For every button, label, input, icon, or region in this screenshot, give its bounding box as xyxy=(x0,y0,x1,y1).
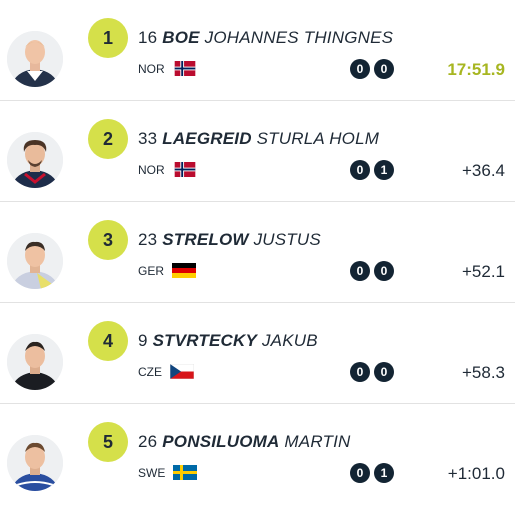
row-divider xyxy=(0,201,515,202)
bib-number: 9 xyxy=(138,331,148,350)
athlete-name: 33 LAEGREID STURLA HOLM xyxy=(138,129,379,149)
shooting-results: 0 0 xyxy=(350,261,394,281)
bib-number: 16 xyxy=(138,28,158,47)
shooting-stage: 1 xyxy=(374,160,394,180)
athlete-avatar xyxy=(7,132,63,188)
row-divider xyxy=(0,403,515,404)
rank-badge: 4 xyxy=(88,321,128,361)
first-name: STURLA HOLM xyxy=(256,129,380,148)
nation-code: NOR xyxy=(138,162,165,177)
shooting-stage: 0 xyxy=(350,463,370,483)
norway-flag-icon xyxy=(174,61,195,76)
nation-code: NOR xyxy=(138,61,165,76)
czech-flag-icon xyxy=(170,364,194,379)
athlete-avatar xyxy=(7,31,63,87)
shooting-stage: 0 xyxy=(350,362,370,382)
last-name: STVRTECKY xyxy=(152,331,258,350)
nation-code: GER xyxy=(138,263,165,278)
bib-number: 33 xyxy=(138,129,158,148)
shooting-results: 0 1 xyxy=(350,160,394,180)
shooting-stage: 1 xyxy=(374,463,394,483)
shooting-stage: 0 xyxy=(374,362,394,382)
finish-time: +1:01.0 xyxy=(447,464,505,483)
last-name: BOE xyxy=(162,28,200,47)
first-name: JUSTUS xyxy=(253,230,321,249)
rank-badge: 2 xyxy=(88,119,128,159)
germany-flag-icon xyxy=(172,263,197,278)
shooting-results: 0 1 xyxy=(350,463,394,483)
norway-flag-icon xyxy=(174,162,195,177)
bib-number: 23 xyxy=(138,230,158,249)
result-row[interactable]: 3 23 STRELOW JUSTUS GER 0 0 +52.1 xyxy=(0,202,515,303)
athlete-name: 26 PONSILUOMA MARTIN xyxy=(138,432,350,452)
rank-badge: 1 xyxy=(88,18,128,58)
result-row[interactable]: 2 33 LAEGREID STURLA HOLM NOR 0 1 +36.4 xyxy=(0,101,515,202)
finish-time: +52.1 xyxy=(461,262,505,281)
nation-code: SWE xyxy=(138,465,166,480)
first-name: MARTIN xyxy=(284,432,351,451)
shooting-stage: 0 xyxy=(350,59,370,79)
nation: GER xyxy=(138,263,197,278)
result-row[interactable]: 5 26 PONSILUOMA MARTIN SWE 0 1 +1:01.0 xyxy=(0,404,515,505)
nation-code: CZE xyxy=(138,364,162,379)
nation: NOR xyxy=(138,61,197,76)
nation: SWE xyxy=(138,465,198,480)
shooting-results: 0 0 xyxy=(350,362,394,382)
shooting-stage: 0 xyxy=(350,160,370,180)
first-name: JAKUB xyxy=(261,331,318,350)
row-divider xyxy=(0,100,515,101)
shooting-results: 0 0 xyxy=(350,59,394,79)
sweden-flag-icon xyxy=(173,465,198,480)
nation: CZE xyxy=(138,364,194,379)
athlete-avatar xyxy=(7,233,63,289)
row-divider xyxy=(0,302,515,303)
bib-number: 26 xyxy=(138,432,158,451)
shooting-stage: 0 xyxy=(350,261,370,281)
rank-badge: 3 xyxy=(88,220,128,260)
athlete-name: 9 STVRTECKY JAKUB xyxy=(138,331,318,351)
finish-time: 17:51.9 xyxy=(447,60,505,79)
nation: NOR xyxy=(138,162,197,177)
shooting-stage: 0 xyxy=(374,261,394,281)
finish-time: +58.3 xyxy=(461,363,505,382)
rank-badge: 5 xyxy=(88,422,128,462)
athlete-name: 23 STRELOW JUSTUS xyxy=(138,230,321,250)
result-row[interactable]: 4 9 STVRTECKY JAKUB CZE 0 0 +58.3 xyxy=(0,303,515,404)
last-name: PONSILUOMA xyxy=(162,432,280,451)
first-name: JOHANNES THINGNES xyxy=(204,28,394,47)
last-name: STRELOW xyxy=(162,230,249,249)
result-row[interactable]: 1 16 BOE JOHANNES THINGNES NOR 0 0 17:51… xyxy=(0,0,515,101)
athlete-name: 16 BOE JOHANNES THINGNES xyxy=(138,28,393,48)
athlete-avatar xyxy=(7,334,63,390)
finish-time: +36.4 xyxy=(461,161,505,180)
shooting-stage: 0 xyxy=(374,59,394,79)
athlete-avatar xyxy=(7,435,63,491)
last-name: LAEGREID xyxy=(162,129,252,148)
